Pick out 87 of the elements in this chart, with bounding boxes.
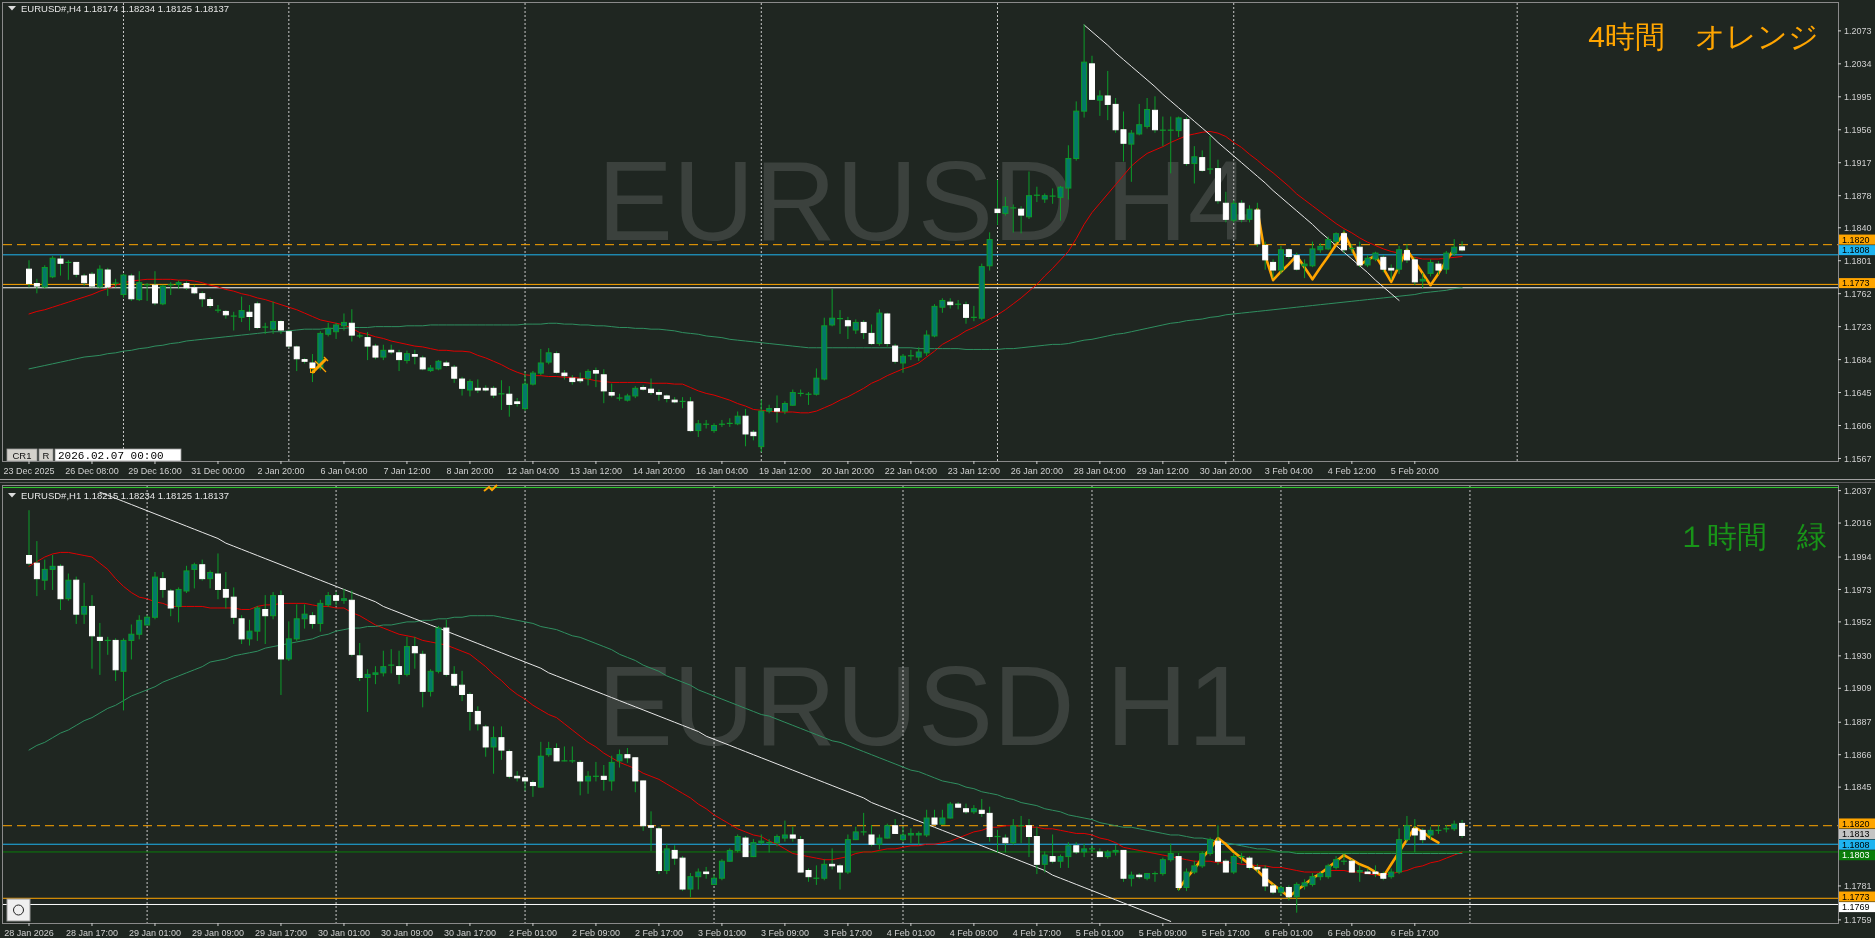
x-tick-label: 28 Jan 2026 bbox=[4, 927, 54, 938]
x-tick-label: 26 Dec 08:00 bbox=[65, 465, 119, 476]
ref-line-label: 1.1820 bbox=[1842, 234, 1870, 245]
x-tick-label: 7 Jan 12:00 bbox=[383, 465, 431, 476]
y-tick-label: 1.1917 bbox=[1844, 157, 1872, 168]
y-tick-label: 1.1909 bbox=[1844, 683, 1872, 694]
y-tick-label: 1.1930 bbox=[1844, 651, 1872, 662]
x-tick-label: 2 Jan 20:00 bbox=[257, 465, 305, 476]
x-tick-label: 12 Jan 04:00 bbox=[506, 465, 559, 476]
x-tick-label: 3 Feb 17:00 bbox=[823, 927, 872, 938]
x-tick-label: 29 Jan 01:00 bbox=[128, 927, 182, 938]
ref-line-label: 1.1769 bbox=[1842, 902, 1870, 913]
x-tick-label: 23 Dec 2025 bbox=[3, 465, 55, 476]
y-tick-label: 1.2034 bbox=[1844, 59, 1872, 70]
y-tick-label: 1.1840 bbox=[1844, 222, 1872, 233]
y-tick-label: 1.2037 bbox=[1844, 485, 1872, 496]
y-tick-label: 1.1973 bbox=[1844, 584, 1872, 595]
y-tick-label: 1.1995 bbox=[1844, 92, 1872, 102]
x-tick-label: 2 Feb 09:00 bbox=[571, 927, 620, 938]
x-tick-label: 30 Jan 09:00 bbox=[380, 927, 433, 938]
y-tick-label: 1.1887 bbox=[1844, 717, 1872, 728]
x-tick-label: 30 Jan 01:00 bbox=[317, 927, 370, 938]
annotation: CR1 bbox=[12, 449, 32, 461]
x-tick-label: 16 Jan 04:00 bbox=[695, 465, 748, 476]
x-tick-label: 29 Jan 12:00 bbox=[1136, 465, 1189, 476]
x-tick-label: 29 Jan 09:00 bbox=[191, 927, 244, 938]
x-tick-label: 19 Jan 12:00 bbox=[758, 465, 811, 476]
annotation: R bbox=[42, 449, 50, 461]
y-tick-label: 1.1801 bbox=[1844, 255, 1872, 266]
ref-line-label: 1.1808 bbox=[1842, 839, 1870, 850]
x-tick-label: 5 Feb 01:00 bbox=[1075, 927, 1124, 938]
x-tick-label: 30 Jan 20:00 bbox=[1199, 465, 1252, 476]
x-tick-label: 4 Feb 01:00 bbox=[886, 927, 935, 938]
x-tick-label: 28 Jan 17:00 bbox=[65, 927, 119, 938]
x-tick-label: 13 Jan 12:00 bbox=[569, 465, 622, 476]
x-tick-label: 3 Feb 01:00 bbox=[697, 927, 746, 938]
y-tick-label: 1.1878 bbox=[1844, 190, 1872, 201]
y-tick-label: 1.1723 bbox=[1844, 321, 1872, 332]
y-tick-label: 1.1845 bbox=[1844, 782, 1872, 793]
y-tick-label: 1.2016 bbox=[1844, 518, 1872, 529]
y-tick-label: 1.1759 bbox=[1844, 915, 1872, 926]
x-tick-label: 20 Jan 20:00 bbox=[821, 465, 874, 476]
y-tick-label: 1.1606 bbox=[1844, 420, 1872, 431]
text: 4時間 オレンジ bbox=[1588, 20, 1819, 53]
x-tick-label: 4 Feb 09:00 bbox=[949, 927, 998, 938]
x-tick-label: 29 Jan 17:00 bbox=[254, 927, 307, 938]
x-tick-label: 5 Feb 17:00 bbox=[1201, 927, 1250, 938]
x-tick-label: 22 Jan 04:00 bbox=[884, 465, 937, 476]
ref-line-label: 1.1808 bbox=[1842, 245, 1870, 256]
y-tick-label: 1.1781 bbox=[1844, 881, 1872, 892]
x-tick-label: 23 Jan 12:00 bbox=[947, 465, 1000, 476]
ref-line-label: 1.1803 bbox=[1842, 850, 1870, 861]
x-tick-label: 5 Feb 20:00 bbox=[1390, 465, 1439, 476]
text: １時間 緑 bbox=[1677, 520, 1827, 553]
x-tick-label: 14 Jan 20:00 bbox=[632, 465, 685, 476]
x-tick-label: 28 Jan 04:00 bbox=[1073, 465, 1126, 476]
x-tick-label: 3 Feb 04:00 bbox=[1264, 465, 1313, 476]
x-tick-label: 30 Jan 17:00 bbox=[443, 927, 496, 938]
x-tick-label: 31 Dec 00:00 bbox=[191, 465, 245, 476]
y-tick-label: 1.1952 bbox=[1844, 617, 1872, 628]
x-tick-label: 8 Jan 20:00 bbox=[446, 465, 494, 476]
x-tick-label: 4 Feb 17:00 bbox=[1012, 927, 1061, 938]
ref-line-label: 1.1820 bbox=[1842, 818, 1870, 829]
x-tick-label: 6 Feb 01:00 bbox=[1264, 927, 1313, 938]
x-tick-label: 2 Feb 17:00 bbox=[634, 927, 683, 938]
x-tick-label: 2 Feb 01:00 bbox=[508, 927, 557, 938]
x-tick-label: 3 Feb 09:00 bbox=[760, 927, 809, 938]
y-tick-label: 1.2073 bbox=[1844, 26, 1872, 37]
x-tick-label: 6 Feb 17:00 bbox=[1390, 927, 1439, 938]
x-tick-label: 26 Jan 20:00 bbox=[1010, 465, 1063, 476]
text: 1.1813 bbox=[1842, 829, 1870, 840]
x-tick-label: 6 Feb 09:00 bbox=[1327, 927, 1376, 938]
ref-line-label: 1.1773 bbox=[1842, 278, 1870, 289]
x-tick-label: 6 Jan 04:00 bbox=[320, 465, 368, 476]
annotation: 2026.02.07 00:00 bbox=[58, 449, 164, 462]
ref-line-label: 1.1773 bbox=[1842, 891, 1870, 902]
y-tick-label: 1.1684 bbox=[1844, 354, 1872, 365]
y-tick-label: 1.1866 bbox=[1844, 749, 1872, 760]
y-tick-label: 1.1762 bbox=[1844, 288, 1872, 299]
y-tick-label: 1.1956 bbox=[1844, 124, 1872, 135]
y-tick-label: 1.1567 bbox=[1844, 453, 1872, 464]
y-tick-label: 1.1994 bbox=[1844, 552, 1872, 563]
chart-title: EURUSD#,H4 1.18174 1.18234 1.18125 1.18137 bbox=[21, 3, 230, 14]
x-tick-label: 4 Feb 12:00 bbox=[1327, 465, 1376, 476]
x-tick-label: 29 Dec 16:00 bbox=[128, 465, 182, 476]
y-tick-label: 1.1645 bbox=[1844, 387, 1872, 398]
x-tick-label: 5 Feb 09:00 bbox=[1138, 927, 1187, 938]
